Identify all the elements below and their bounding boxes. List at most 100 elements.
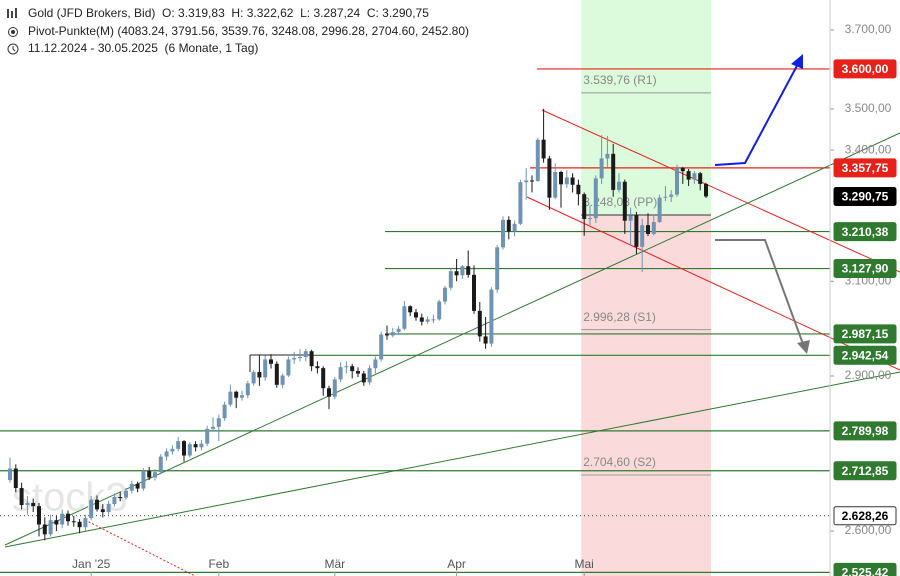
trend-lines xyxy=(4,54,900,576)
candle-body xyxy=(570,177,575,185)
x-tick-label: Jan '25 xyxy=(72,557,111,571)
candle-body xyxy=(518,182,523,224)
candle-body xyxy=(524,180,529,183)
price-tag-label: 3.210,38 xyxy=(842,225,889,239)
y-tick-label: 2.900,00 xyxy=(845,368,892,382)
candle-body xyxy=(356,371,360,374)
y-tick-label: 3.700,00 xyxy=(845,22,892,36)
candle-body xyxy=(553,171,558,198)
candle-body xyxy=(48,520,53,535)
candle-body xyxy=(385,334,389,336)
candle-body xyxy=(692,173,697,180)
price-tag-label: 3.357,75 xyxy=(842,161,889,175)
trend-up-slow xyxy=(4,371,900,548)
arrow-down xyxy=(715,239,804,345)
candle-body xyxy=(327,388,331,397)
candle-body xyxy=(396,328,401,333)
candle-body xyxy=(182,441,186,456)
price-tag xyxy=(833,506,897,526)
candle-body xyxy=(54,520,59,525)
candle-body xyxy=(106,504,111,513)
candle-body xyxy=(431,319,436,321)
candle-body xyxy=(89,499,94,519)
candle-body xyxy=(402,306,407,329)
candle-body xyxy=(640,225,645,247)
candle-body xyxy=(37,506,41,525)
candle-body xyxy=(454,271,459,276)
zone-bear xyxy=(581,215,711,576)
price-tag xyxy=(833,421,897,441)
candle-body xyxy=(298,357,302,359)
candle-body xyxy=(472,274,476,311)
candle-body xyxy=(466,266,471,275)
candle-body xyxy=(60,513,65,525)
candle-body xyxy=(588,218,592,220)
pivot-label: 3.539,76 (R1) xyxy=(583,73,656,87)
x-tick-label: Mär xyxy=(324,557,345,571)
arrow-up xyxy=(714,61,800,166)
candle-body xyxy=(77,521,82,528)
price-tag xyxy=(833,324,897,344)
header-line: 11.12.2024 - 30.05.2025 (6 Monate, 1 Tag… xyxy=(28,41,258,55)
candle-body xyxy=(66,513,70,522)
candle-body xyxy=(443,287,447,302)
candle-body xyxy=(141,471,146,489)
candle-body xyxy=(118,497,123,499)
candle-body xyxy=(211,426,215,429)
candle-body xyxy=(535,139,540,181)
candle-body xyxy=(547,158,552,198)
candle-body xyxy=(634,215,639,247)
candle-body xyxy=(222,404,227,419)
candle-body xyxy=(158,456,163,473)
candle-body xyxy=(8,468,12,481)
candle-body xyxy=(582,194,587,219)
candle-body xyxy=(390,332,395,336)
icon xyxy=(7,43,19,55)
candle-body xyxy=(576,184,581,195)
candle-body xyxy=(199,443,204,448)
candle-body xyxy=(361,373,366,383)
candle-body xyxy=(593,178,598,219)
candle-body xyxy=(367,368,372,383)
y-tick-label: 3.400,00 xyxy=(845,142,892,156)
price-tag-label: 3.290,75 xyxy=(842,190,889,204)
candle-body xyxy=(512,223,517,232)
arrow-head xyxy=(797,340,810,354)
candle-body xyxy=(501,219,505,248)
candle-body xyxy=(280,375,285,385)
icon xyxy=(11,30,15,34)
candle-body xyxy=(698,173,703,184)
candle-body xyxy=(25,502,30,506)
candle-body xyxy=(611,153,616,190)
price-tag-label: 2.987,15 xyxy=(842,327,889,341)
x-tick-label: Feb xyxy=(208,557,229,571)
candle-body xyxy=(112,497,117,505)
candle-body xyxy=(216,418,221,427)
candle-body xyxy=(379,334,384,360)
pivot-label: 2.996,28 (S1) xyxy=(583,310,656,324)
candle-body xyxy=(675,168,679,195)
price-tag xyxy=(833,562,897,576)
candle-body xyxy=(303,351,308,358)
price-tag xyxy=(833,461,897,481)
candle-body xyxy=(274,363,279,385)
candle-body xyxy=(309,351,314,367)
icon xyxy=(7,9,9,18)
icon xyxy=(12,46,16,52)
candle-body xyxy=(373,359,378,369)
candle-body xyxy=(170,448,175,452)
price-tag-label: 2.942,54 xyxy=(842,348,889,362)
price-tag-label: 2.789,98 xyxy=(842,424,889,438)
candle-body xyxy=(344,366,349,368)
axes: 2.600,002.900,003.100,003.400,003.500,00… xyxy=(72,0,897,576)
header-line: Pivot-Punkte(M) (4083.24, 3791.56, 3539.… xyxy=(28,24,469,38)
candle-body xyxy=(176,441,181,449)
candle-body xyxy=(338,367,343,380)
candle-body xyxy=(234,391,239,398)
candle-body xyxy=(315,366,320,369)
candle-body xyxy=(292,357,297,360)
candle-body xyxy=(135,483,140,489)
y-tick-label: 3.500,00 xyxy=(845,101,892,115)
candle-body xyxy=(541,139,546,159)
candle-body xyxy=(448,271,453,288)
